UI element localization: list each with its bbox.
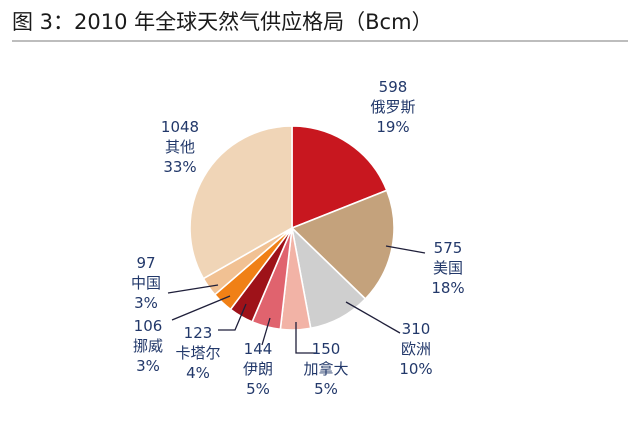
slice-value-label-6: 123 — [184, 324, 213, 342]
slice-name-label-5: 伊朗 — [243, 360, 273, 378]
slice-value-label-4: 150 — [312, 340, 341, 358]
slice-value-label-1: 598 — [379, 78, 408, 96]
figure-title: 图 3：2010 年全球天然气供应格局（Bcm） — [12, 10, 433, 34]
slice-percent-label-8: 3% — [134, 294, 158, 312]
slice-percent-label-3: 10% — [399, 360, 432, 378]
leader-line-8 — [167, 284, 219, 294]
leader-line-7 — [171, 295, 231, 321]
leader-line-3 — [345, 301, 401, 334]
slice-value-label-2: 575 — [434, 239, 463, 257]
slice-name-label-6: 卡塔尔 — [175, 344, 220, 362]
slice-name-label-7: 挪威 — [133, 337, 163, 355]
pie-slice-9 — [189, 125, 293, 280]
slice-name-label-3: 欧洲 — [401, 340, 431, 358]
slice-name-label-2: 美国 — [433, 259, 463, 277]
title-divider — [12, 40, 628, 42]
slice-name-label-9: 其他 — [165, 138, 195, 156]
slice-value-label-8: 97 — [136, 254, 155, 272]
slice-percent-label-2: 18% — [431, 279, 464, 297]
leader-line-2 — [385, 245, 426, 254]
slice-value-label-7: 106 — [134, 317, 163, 335]
slice-name-label-4: 加拿大 — [303, 360, 348, 378]
slice-value-label-5: 144 — [244, 340, 273, 358]
slice-name-label-8: 中国 — [131, 274, 161, 292]
slice-percent-label-4: 5% — [314, 380, 338, 398]
slice-percent-label-9: 33% — [163, 158, 196, 176]
leader-line-4 — [295, 322, 316, 354]
leader-line-5 — [261, 317, 271, 346]
slice-value-label-9: 1048 — [161, 118, 199, 136]
slice-percent-label-7: 3% — [136, 357, 160, 375]
pie-slice-1 — [291, 125, 388, 230]
slice-value-label-3: 310 — [402, 320, 431, 338]
pie-slice-2 — [290, 189, 395, 301]
slice-name-label-1: 俄罗斯 — [370, 98, 415, 116]
slice-percent-label-1: 19% — [376, 118, 409, 136]
slice-percent-label-6: 4% — [186, 364, 210, 382]
slice-percent-label-5: 5% — [246, 380, 270, 398]
leader-line-6 — [218, 303, 247, 331]
